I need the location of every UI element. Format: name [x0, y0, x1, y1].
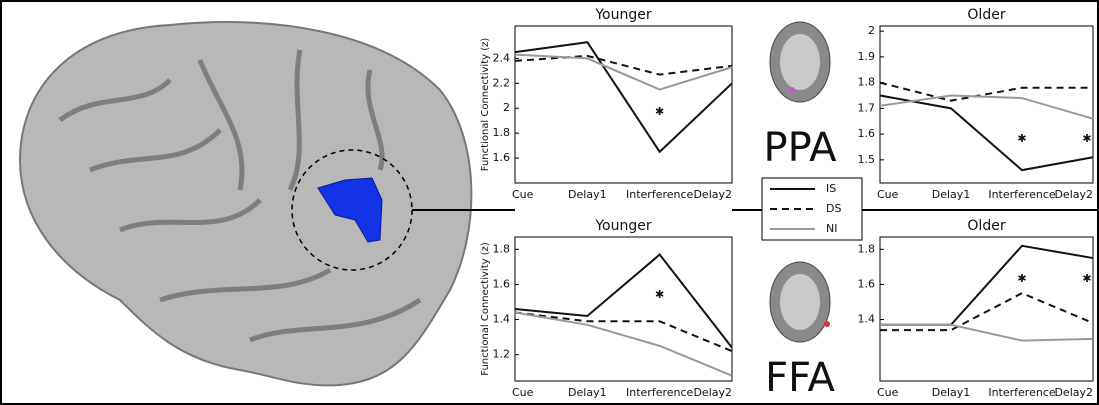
y-tick-label: 1.6 [858, 127, 876, 140]
x-tick-label: Delay1 [568, 188, 607, 201]
x-tick-label: Cue [877, 386, 899, 399]
chart-title: Younger [594, 7, 652, 23]
series-line [514, 53, 733, 91]
y-tick-label: 1.4 [493, 313, 511, 326]
brain-render [18, 21, 1097, 387]
region-label: PPA [763, 125, 837, 171]
y-tick-label: 2 [503, 101, 510, 114]
series-line [514, 311, 733, 353]
y-tick-label: 1.9 [858, 50, 876, 63]
series-line [514, 311, 733, 377]
x-tick-label: Interference [626, 188, 694, 201]
plot-area [879, 236, 1094, 382]
chart-title: Older [967, 7, 1005, 23]
y-axis-label: Functional Connectivity (z) [480, 38, 491, 172]
y-tick-label: 1.7 [858, 101, 876, 114]
series-line [879, 94, 1094, 172]
y-tick-label: 2.2 [493, 76, 511, 89]
x-tick-label: Delay2 [693, 386, 732, 399]
x-tick-label: Delay2 [693, 188, 732, 201]
y-tick-label: 1.4 [858, 313, 876, 326]
significance-star: ✱ [1017, 272, 1026, 285]
significance-star: ✱ [1017, 132, 1026, 145]
x-tick-label: Interference [626, 386, 694, 399]
region-label: FFA [765, 355, 835, 401]
series-line [879, 81, 1093, 102]
x-tick-label: Delay2 [1054, 188, 1093, 201]
y-axis-label: Functional Connectivity (z) [480, 242, 491, 376]
y-tick-label: 1.8 [858, 242, 876, 255]
series-line [880, 292, 1094, 332]
x-tick-label: Cue [512, 386, 534, 399]
x-tick-label: Delay1 [932, 386, 971, 399]
y-tick-label: 1.8 [493, 242, 511, 255]
x-tick-label: Delay1 [568, 386, 607, 399]
series-line [879, 94, 1094, 120]
y-tick-label: 1.6 [493, 151, 511, 164]
x-tick-label: Delay1 [932, 188, 971, 201]
y-tick-label: 1.8 [858, 76, 876, 89]
y-tick-label: 1.8 [493, 126, 511, 139]
legend-label: DS [826, 202, 841, 215]
x-tick-label: Interference [988, 386, 1056, 399]
significance-star: ✱ [1082, 272, 1091, 285]
scan-thumbnails [769, 21, 831, 343]
y-tick-label: 1.6 [493, 277, 511, 290]
y-tick-label: 2 [868, 24, 875, 37]
chart-title: Older [967, 218, 1005, 234]
y-tick-label: 2.4 [493, 51, 511, 64]
series-line [514, 54, 733, 76]
y-tick-label: 1.6 [858, 277, 876, 290]
x-tick-label: Cue [877, 188, 899, 201]
x-tick-label: Interference [988, 188, 1056, 201]
series-line [514, 41, 733, 154]
x-tick-label: Delay2 [1054, 386, 1093, 399]
significance-star: ✱ [655, 105, 664, 118]
series-line [514, 253, 733, 349]
y-tick-label: 1.2 [493, 348, 511, 361]
legend-label: IS [826, 182, 836, 195]
plot-area [514, 25, 733, 184]
series-line [880, 323, 1094, 342]
y-tick-label: 1.5 [858, 153, 876, 166]
legend-label: NI [826, 222, 837, 235]
significance-star: ✱ [655, 288, 664, 301]
x-tick-label: Cue [512, 188, 534, 201]
significance-star: ✱ [1082, 132, 1091, 145]
chart-title: Younger [594, 218, 652, 234]
plot-area [879, 25, 1094, 184]
